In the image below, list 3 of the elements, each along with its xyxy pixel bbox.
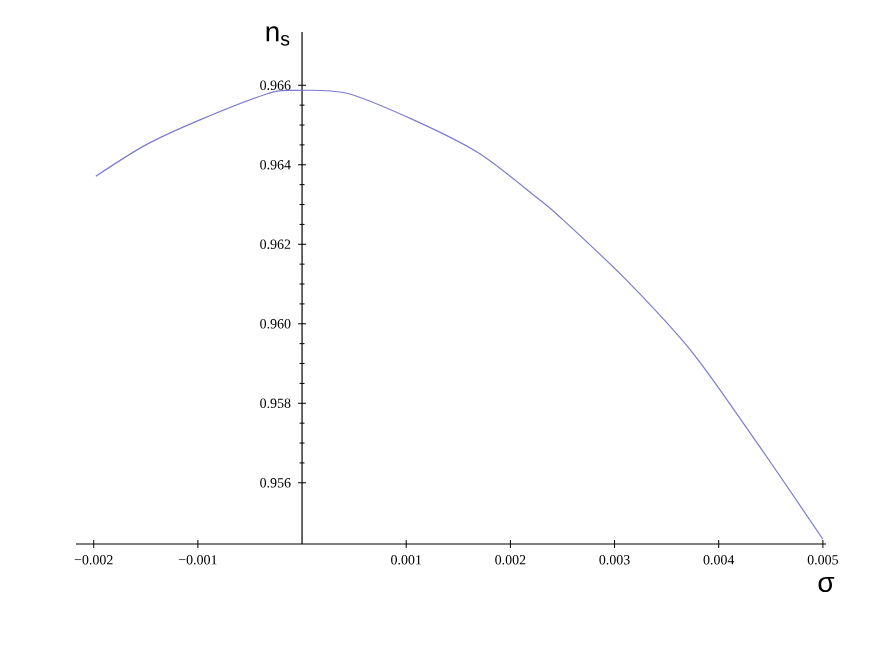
line-series bbox=[95, 89, 824, 540]
x-axis-title: σ bbox=[818, 577, 835, 593]
y-axis-title: n$_{s}$ bbox=[266, 26, 290, 46]
